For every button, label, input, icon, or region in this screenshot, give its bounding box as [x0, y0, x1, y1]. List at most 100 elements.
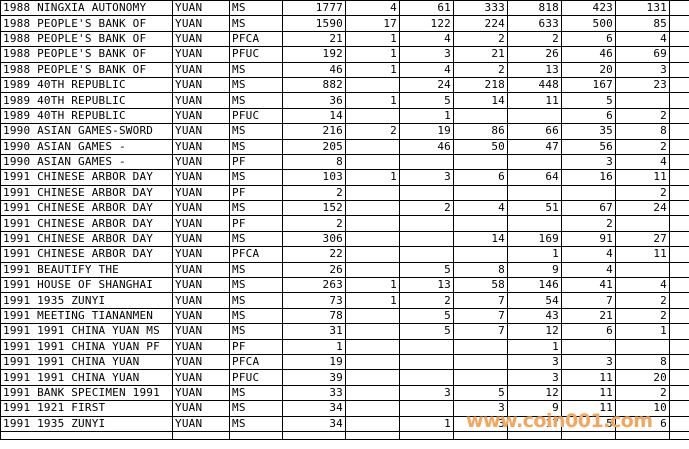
cell-grade-count-3	[453, 107, 508, 125]
cell-total: 19	[282, 353, 346, 371]
cell-total: 1777	[282, 0, 346, 17]
cell-grade-count-4	[507, 107, 562, 125]
table-row[interactable]: 1991 CHINESE ARBOR DAY YUAN MS 306 14 169 91 27…	[0, 230, 689, 248]
cell-grade-count-6: 8	[615, 123, 670, 140]
cell-grade-count-5: 56	[561, 138, 616, 155]
cell-grade-count-6: 2	[615, 307, 670, 325]
cell-description: 1991 CHINESE ARBOR DAY	[0, 230, 173, 248]
cell-grade-count-1: 1	[345, 277, 400, 294]
cell-currency: YUAN	[172, 15, 230, 32]
table-row[interactable]: 1990 ASIAN GAMES-SWORD YUAN MS 216 2 19 86 66 35…	[0, 123, 689, 140]
cell-grade-count-7: 5	[669, 107, 689, 125]
cell-grade-count-1	[345, 246, 400, 263]
table-row[interactable]: 1991 CHINESE ARBOR DAYYUANMS152245167244	[0, 200, 689, 217]
cell-total: 263	[282, 277, 346, 294]
cell-grade-count-5: 4	[561, 246, 616, 263]
table-row[interactable]: 1991 MEETING TIANANMEN YUAN MS 78 5 7 43 21 2	[0, 307, 689, 325]
cell-grade-count-2: 24	[399, 76, 454, 94]
cell-total: 36	[282, 92, 346, 109]
table-row[interactable]: 1991 BANK SPECIMEN 1991 YUAN MS 33 3 5 12 11 2	[0, 384, 689, 402]
table-row[interactable]: 1991 CHINESE ARBOR DAY YUAN MS 103 1 3 6 64 16 11…	[0, 169, 689, 186]
cell-grade-count-1	[345, 369, 400, 386]
cell-description: 1991 CHINESE ARBOR DAY	[0, 246, 173, 263]
cell-grade-count-1	[345, 415, 400, 432]
cell-grade-count-6: 1	[615, 323, 670, 340]
cell-grade-count-3: 5	[453, 384, 508, 402]
cell-grade-count-3	[453, 369, 508, 386]
cell-grade-count-6: 3	[615, 61, 670, 78]
cell-grade-count-5: 6	[561, 323, 616, 340]
cell-total: 39	[282, 369, 346, 386]
cell-description: 1988 NINGXIA AUTONOMY	[0, 0, 173, 17]
table-row[interactable]: 1991 HOUSE OF SHANGHAI YUAN MS 263 1 13 58 146 4…	[0, 277, 689, 294]
table-row-partial[interactable]	[0, 430, 689, 440]
table-row[interactable]: 1991 BEAUTIFY THE YUAN MS 26 5 8 9 4	[0, 261, 689, 279]
cell-grade-count-6: 20	[615, 369, 670, 386]
table-row[interactable]: 1991 1991 CHINA YUAN MS YUAN MS 31 5 7 12 6 1	[0, 323, 689, 340]
cell-total: 103	[282, 169, 346, 186]
cell-grade-count-2	[399, 153, 454, 171]
cell-grade-count-2: 5	[399, 323, 454, 340]
cell-grade-code: PFCA	[229, 30, 283, 48]
cell-grade-code: MS	[229, 0, 283, 17]
cell-grade-count-4: 448	[507, 76, 562, 94]
cell-grade-count-2: 5	[399, 92, 454, 109]
cell-grade-count-1	[345, 138, 400, 155]
cell-grade-count-7: 26	[669, 46, 689, 63]
cell-grade-count-5: 5	[561, 415, 616, 432]
cell-total: 2	[282, 184, 346, 202]
cell-grade-count-1	[345, 153, 400, 171]
cell-grade-count-7	[669, 277, 689, 294]
cell-grade-count-2: 46	[399, 138, 454, 155]
cell-grade-count-3	[453, 184, 508, 202]
table-row[interactable]: 1989 40TH REPUBLIC YUAN MS 882 24 218 448 167 23…	[0, 76, 689, 94]
table-row[interactable]: 1991 1935 ZUNYI YUAN MS 73 1 2 7 54 7 2	[0, 292, 689, 309]
table-row[interactable]: 1988 PEOPLE'S BANK OF YUAN PFUC 192 1 3 21 26 46…	[0, 46, 689, 63]
cell-grade-count-7	[669, 338, 689, 355]
cell-description: 1988 PEOPLE'S BANK OF	[0, 46, 173, 63]
cell-currency: YUAN	[172, 415, 230, 432]
cell-grade-count-5: 41	[561, 277, 616, 294]
cell-grade-count-6	[615, 261, 670, 279]
cell-currency: YUAN	[172, 307, 230, 325]
cell-grade-count-5: 16	[561, 169, 616, 186]
cell-grade-count-6: 2	[615, 184, 670, 202]
cell-grade-count-6: 6	[615, 415, 670, 432]
cell-grade-count-2: 3	[399, 169, 454, 186]
cell-grade-count-4: 9	[507, 261, 562, 279]
cell-total: 882	[282, 76, 346, 94]
table-row[interactable]: 1989 40TH REPUBLIC YUAN MS 36 1 5 14 11 5	[0, 92, 689, 109]
cell-grade-code: PF	[229, 215, 283, 232]
cell-grade-code: MS	[229, 307, 283, 325]
cell-grade-count-6: 85	[615, 15, 670, 32]
cell-currency: YUAN	[172, 184, 230, 202]
cell-grade-count-6: 4	[615, 277, 670, 294]
cell-grade-count-3: 50	[453, 138, 508, 155]
table-row[interactable]: 1988 PEOPLE'S BANK OF YUAN MS 1590 17 122 224 6…	[0, 15, 689, 32]
cell-grade-count-4: 12	[507, 323, 562, 340]
cell-grade-count-3: 7	[453, 323, 508, 340]
table-row[interactable]: 1991 CHINESE ARBOR DAY YUAN PF 2 2	[0, 215, 689, 232]
cell-currency: YUAN	[172, 323, 230, 340]
cell-grade-count-1: 2	[345, 123, 400, 140]
cell-grade-count-3	[453, 353, 508, 371]
table-row[interactable]: 1988 NINGXIA AUTONOMY YUAN MS 1777 4 61 333 818…	[0, 0, 689, 17]
cell-grade-count-7	[669, 323, 689, 340]
table-row[interactable]: 1991 1991 CHINA YUANYUANPFCA193385	[0, 353, 689, 371]
cell-currency: YUAN	[172, 138, 230, 155]
table-row[interactable]: 1991 1991 CHINA YUAN PF YUAN PF 1 1	[0, 338, 689, 355]
cell-grade-count-1	[345, 430, 400, 440]
cell-grade-code: MS	[229, 169, 283, 186]
table-row[interactable]: 1988 PEOPLE'S BANK OFYUANMS46142132033	[0, 61, 689, 78]
table-row[interactable]: 1991 CHINESE ARBOR DAY YUAN PF 2 2	[0, 184, 689, 202]
cell-currency: YUAN	[172, 292, 230, 309]
cell-grade-count-7: 3	[669, 138, 689, 155]
